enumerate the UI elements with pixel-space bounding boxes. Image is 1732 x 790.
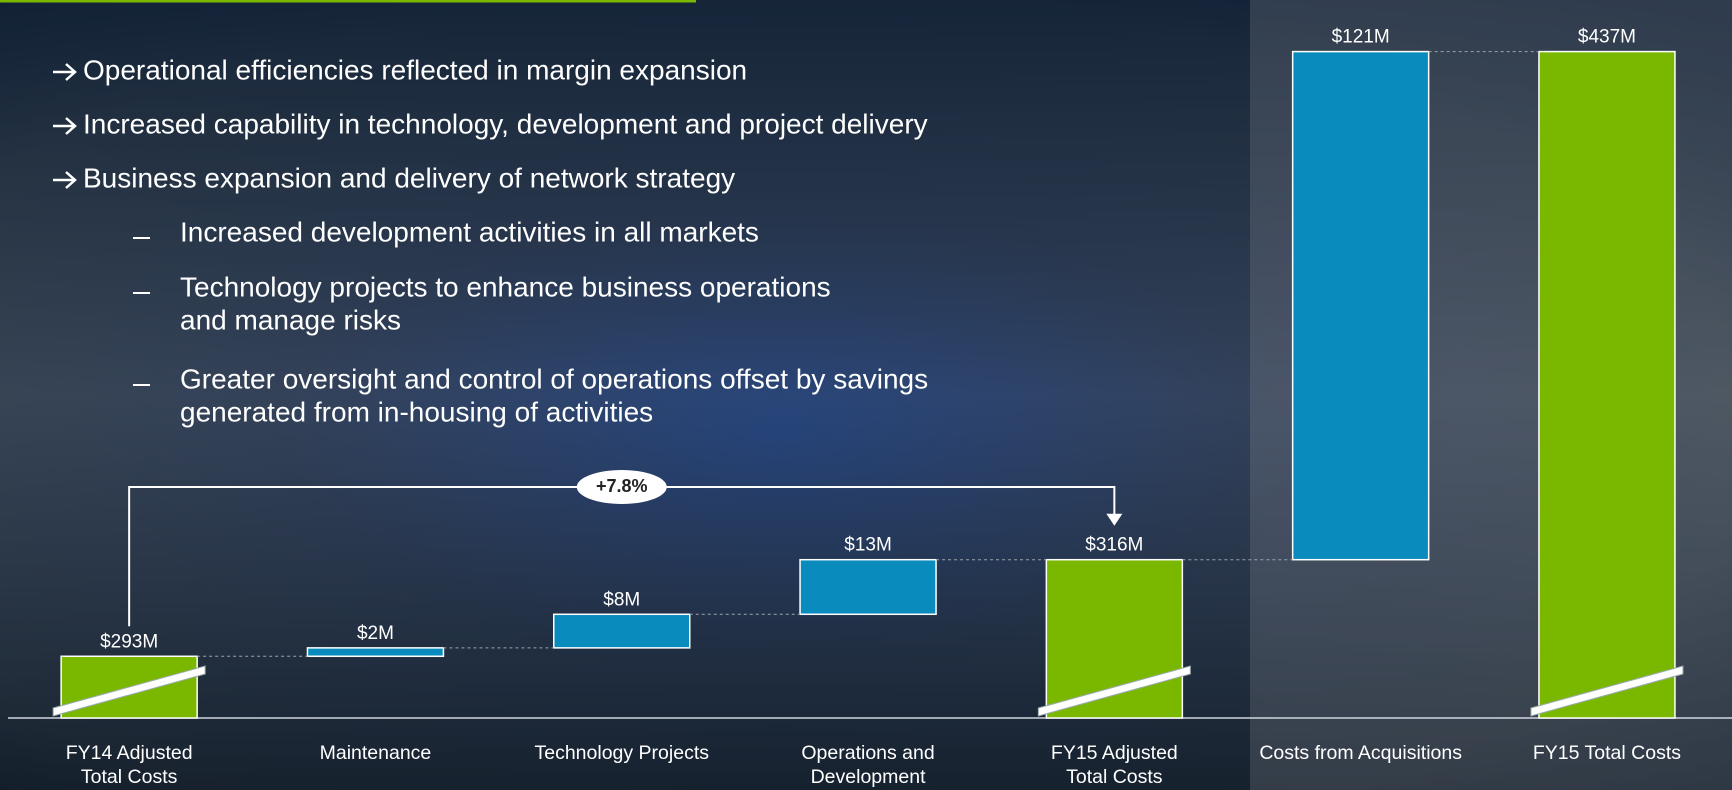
sub-bullet-text: Greater oversight and control of operati… xyxy=(180,363,928,394)
bullet-arrow xyxy=(53,171,77,189)
axis-break xyxy=(52,665,206,717)
x-tick-label: FY15 Total Costs xyxy=(1533,742,1681,764)
bullet-text: Increased capability in technology, deve… xyxy=(83,108,928,139)
value-label: $2M xyxy=(357,623,394,644)
bullet-text: Operational efficiencies reflected in ma… xyxy=(83,54,747,85)
bar xyxy=(553,613,691,649)
sub-bullet-text: Technology projects to enhance business … xyxy=(180,271,831,302)
sub-bullet-text: generated from in-housing of activities xyxy=(180,396,653,427)
x-tick-label: FY15 Adjusted xyxy=(1051,742,1178,764)
x-tick-label: Development xyxy=(811,766,926,788)
bar xyxy=(1291,50,1430,561)
x-tick-label: FY14 Adjusted xyxy=(66,742,193,764)
bracket-arrowhead xyxy=(1106,513,1123,526)
bullet-arrow xyxy=(53,63,77,81)
growth-label: +7.8% xyxy=(596,476,648,496)
bullet-text: Business expansion and delivery of netwo… xyxy=(83,162,735,193)
growth-pill xyxy=(576,470,667,504)
bar xyxy=(1538,50,1676,719)
value-label: $121M xyxy=(1332,27,1390,48)
x-tick-label: Total Costs xyxy=(81,766,178,788)
x-tick-label: Total Costs xyxy=(1066,766,1163,788)
bar xyxy=(306,647,445,658)
value-label: $13M xyxy=(844,535,892,556)
x-tick-label: Maintenance xyxy=(320,742,432,764)
value-label: $316M xyxy=(1085,535,1143,556)
bullet-arrow xyxy=(53,117,77,135)
value-label: $437M xyxy=(1578,27,1636,48)
axis-break xyxy=(1530,665,1684,717)
x-tick-label: Costs from Acquisitions xyxy=(1259,742,1462,764)
sub-bullet-text: and manage risks xyxy=(180,304,401,335)
axis-break xyxy=(1037,665,1191,717)
x-tick-label: Operations and xyxy=(801,742,934,764)
bar xyxy=(799,558,937,616)
sub-bullet-text: Increased development activities in all … xyxy=(180,216,759,247)
value-label: $8M xyxy=(603,589,640,610)
x-tick-label: Technology Projects xyxy=(534,742,709,764)
value-label: $293M xyxy=(100,631,158,652)
